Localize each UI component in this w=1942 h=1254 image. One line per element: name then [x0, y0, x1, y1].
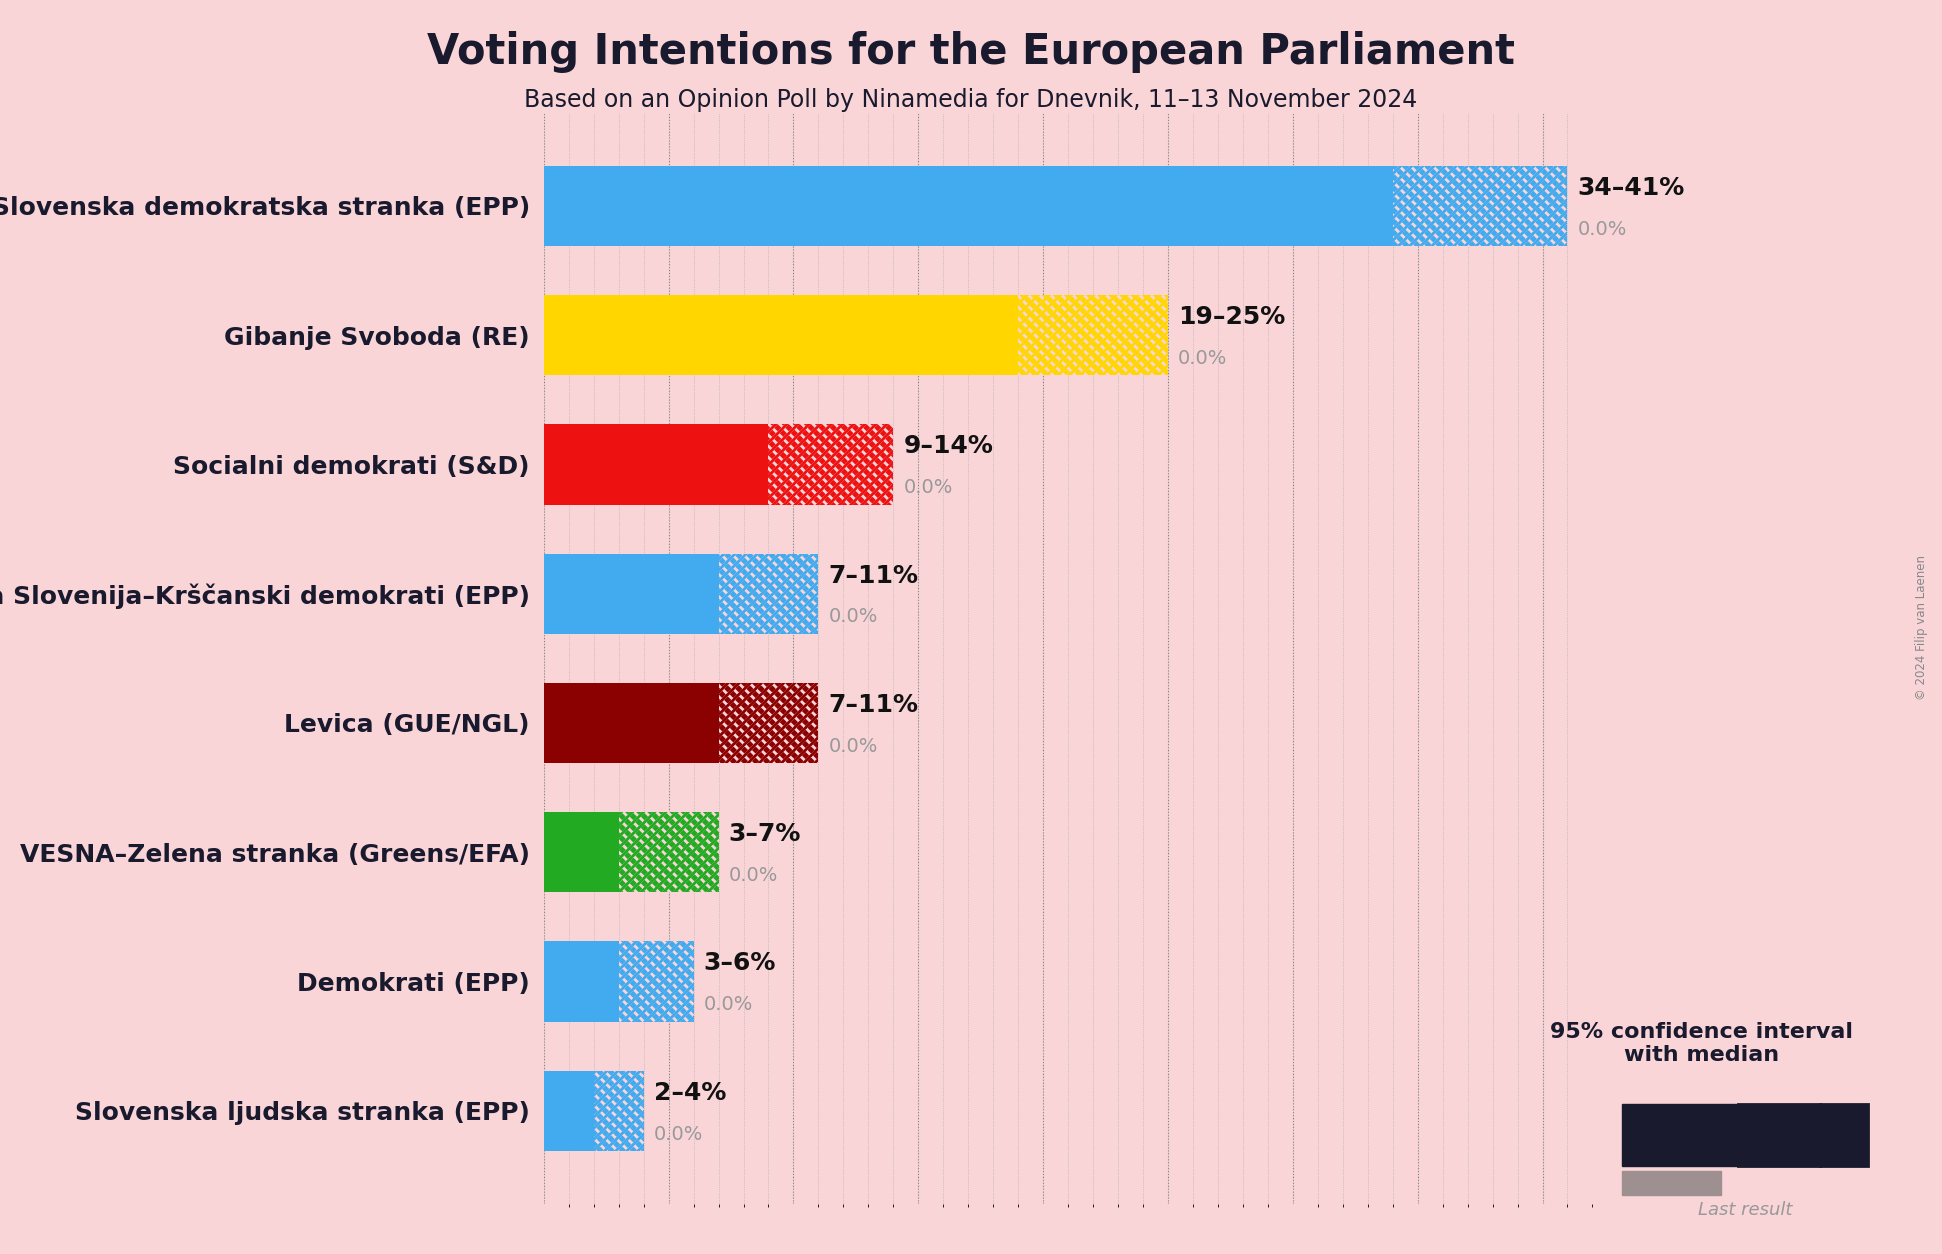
Bar [1018, 295, 1167, 375]
Bar [619, 813, 719, 893]
Bar [719, 683, 818, 762]
Text: 0.0%: 0.0% [703, 996, 753, 1014]
Bar [719, 554, 818, 633]
Text: 0.0%: 0.0% [1577, 219, 1627, 238]
Bar [544, 424, 769, 504]
Text: Based on an Opinion Poll by Ninamedia for Dnevnik, 11–13 November 2024: Based on an Opinion Poll by Ninamedia fo… [524, 88, 1418, 112]
Text: 19–25%: 19–25% [1179, 305, 1286, 329]
Text: 95% confidence interval
with median: 95% confidence interval with median [1550, 1022, 1853, 1065]
Bar [619, 813, 719, 893]
Text: 0.0%: 0.0% [829, 737, 878, 756]
Bar [619, 942, 693, 1022]
Text: Last result: Last result [1697, 1201, 1792, 1219]
Text: Voting Intentions for the European Parliament: Voting Intentions for the European Parli… [427, 31, 1515, 73]
Bar [544, 942, 619, 1022]
Text: 0.0%: 0.0% [1179, 349, 1227, 367]
Text: 2–4%: 2–4% [654, 1081, 726, 1105]
Bar [769, 424, 893, 504]
Text: 0.0%: 0.0% [903, 478, 954, 498]
Text: 34–41%: 34–41% [1577, 176, 1686, 199]
Text: 7–11%: 7–11% [829, 563, 919, 588]
Text: 0.0%: 0.0% [829, 607, 878, 627]
Bar [544, 683, 719, 762]
Text: © 2024 Filip van Laenen: © 2024 Filip van Laenen [1915, 554, 1928, 700]
Bar [544, 295, 1018, 375]
Text: 3–7%: 3–7% [728, 823, 800, 846]
Text: 0.0%: 0.0% [654, 1125, 703, 1144]
Bar [719, 554, 818, 633]
Text: 9–14%: 9–14% [903, 434, 992, 459]
Bar [1392, 166, 1567, 246]
Bar [769, 424, 893, 504]
Bar [1392, 166, 1567, 246]
Bar [594, 1071, 643, 1151]
Bar [544, 166, 1392, 246]
Bar [1018, 295, 1167, 375]
Bar [544, 554, 719, 633]
Bar [619, 942, 693, 1022]
Text: 0.0%: 0.0% [728, 867, 779, 885]
Text: 3–6%: 3–6% [703, 952, 777, 976]
Bar [544, 1071, 594, 1151]
Text: 7–11%: 7–11% [829, 693, 919, 717]
Bar [594, 1071, 643, 1151]
Bar [719, 683, 818, 762]
Bar [544, 813, 619, 893]
